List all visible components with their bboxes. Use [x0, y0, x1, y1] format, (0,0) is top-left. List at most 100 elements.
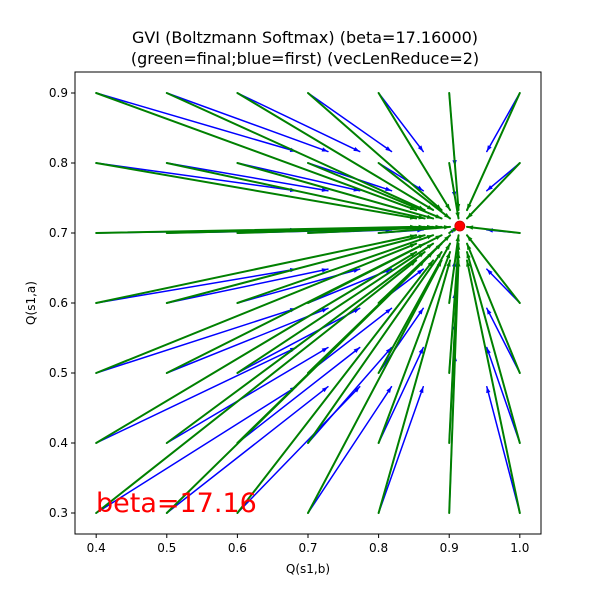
final-iteration-arrow — [377, 92, 452, 212]
vector-field — [95, 92, 521, 514]
final-iteration-arrow — [466, 242, 521, 374]
first-iteration-arrow-shaft — [307, 346, 393, 444]
first-iteration-arrow — [486, 92, 521, 153]
final-iteration-arrow-shaft — [466, 162, 521, 220]
first-iteration-arrow-shaft — [307, 385, 393, 514]
final-iteration-arrow-shaft — [236, 162, 435, 220]
first-iteration-arrow-head — [385, 186, 392, 191]
first-iteration-arrow-head — [353, 347, 360, 353]
y-axis-label: Q(s1,a) — [24, 281, 38, 325]
final-iteration-arrow-shaft — [466, 242, 521, 374]
final-iteration-arrow — [466, 251, 521, 444]
final-iteration-arrow-head — [445, 203, 451, 211]
final-iteration-arrow-shaft — [377, 242, 452, 374]
first-iteration-arrow-head — [486, 145, 492, 152]
final-iteration-arrow — [236, 234, 435, 304]
first-iteration-arrow-shaft — [95, 346, 297, 444]
fixed-point-marker — [454, 220, 466, 232]
first-iteration-arrow-shaft — [166, 92, 329, 153]
final-iteration-arrow — [307, 251, 443, 444]
final-iteration-arrow-shaft — [236, 259, 435, 514]
first-iteration-arrow-head — [486, 308, 492, 315]
final-iteration-arrow-head — [466, 252, 471, 259]
first-iteration-arrow — [166, 385, 329, 514]
final-iteration-arrow-head — [426, 205, 434, 211]
final-iteration-arrow — [165, 234, 426, 304]
first-iteration-arrow — [486, 385, 521, 514]
first-iteration-arrow — [95, 92, 297, 153]
y-tick-label: 0.5 — [49, 366, 68, 380]
final-iteration-arrow-shaft — [466, 234, 521, 304]
x-tick-label: 0.7 — [298, 541, 317, 555]
final-iteration-arrow-head — [443, 225, 451, 230]
final-iteration-arrow — [466, 234, 521, 304]
final-iteration-arrow — [377, 225, 452, 234]
final-iteration-arrow-head — [426, 235, 434, 240]
first-iteration-arrow — [307, 346, 393, 444]
first-iteration-arrow-head — [353, 268, 360, 273]
final-iteration-arrow-head — [435, 204, 442, 211]
final-iteration-arrow-shaft — [95, 234, 418, 304]
y-tick-label: 0.3 — [49, 506, 68, 520]
x-tick-label: 1.0 — [510, 541, 529, 555]
final-iteration-arrow-shaft — [448, 162, 460, 220]
final-iteration-arrow-shaft — [377, 259, 452, 514]
first-iteration-arrow-head — [321, 187, 328, 192]
first-iteration-arrow-head — [418, 308, 424, 315]
first-iteration-arrow-head — [353, 146, 360, 152]
first-iteration-arrow-shaft — [166, 346, 329, 444]
final-iteration-arrow-head — [467, 203, 472, 211]
first-iteration-arrow-shaft — [307, 92, 393, 153]
first-iteration-arrow — [236, 92, 361, 153]
final-iteration-arrow-shaft — [165, 234, 426, 304]
final-iteration-arrow-shaft — [236, 234, 435, 304]
first-iteration-arrow-shaft — [166, 268, 329, 304]
final-iteration-arrow-head — [409, 234, 417, 239]
final-iteration-arrow — [236, 259, 435, 514]
first-iteration-arrow-head — [385, 146, 392, 152]
first-iteration-arrow-head — [385, 308, 392, 314]
final-iteration-arrow-head — [409, 252, 417, 258]
final-iteration-arrow-shaft — [95, 251, 418, 444]
final-iteration-arrow — [448, 234, 460, 304]
x-tick-label: 0.4 — [87, 541, 106, 555]
first-iteration-arrow-head — [321, 268, 328, 273]
first-iteration-arrow — [377, 307, 425, 374]
first-iteration-arrow — [486, 346, 521, 444]
final-iteration-arrow-shaft — [448, 92, 460, 212]
final-iteration-arrow-head — [455, 212, 460, 219]
x-tick-label: 0.8 — [369, 541, 388, 555]
first-iteration-arrow — [166, 92, 329, 153]
final-iteration-arrow — [377, 162, 452, 220]
final-iteration-arrow-head — [445, 252, 451, 259]
final-iteration-arrow-head — [418, 234, 425, 239]
final-iteration-arrow-shaft — [165, 251, 426, 444]
y-tick-label: 0.4 — [49, 436, 68, 450]
final-iteration-arrow-shaft — [307, 225, 443, 234]
final-iteration-arrow-shaft — [307, 259, 443, 514]
final-iteration-arrow-shaft — [307, 92, 443, 212]
chart-title-line1: GVI (Boltzmann Softmax) (beta=17.16000) — [132, 28, 478, 47]
final-iteration-arrow-shaft — [307, 234, 443, 304]
final-iteration-arrow — [165, 92, 426, 212]
final-iteration-arrow-shaft — [377, 92, 452, 212]
final-iteration-arrow-shaft — [377, 225, 452, 234]
final-iteration-arrow — [236, 92, 435, 212]
final-iteration-arrow-shaft — [448, 242, 460, 374]
first-iteration-arrow-shaft — [236, 92, 361, 153]
first-iteration-arrow-shaft — [236, 307, 361, 374]
first-iteration-arrow-shaft — [486, 92, 521, 153]
final-iteration-arrow-head — [444, 235, 451, 241]
y-tick-label: 0.8 — [49, 156, 68, 170]
first-iteration-arrow — [377, 346, 425, 444]
first-iteration-arrow-head — [321, 147, 328, 152]
final-iteration-arrow-head — [418, 252, 425, 258]
final-iteration-arrow-shaft — [448, 251, 460, 444]
final-iteration-arrow-shaft — [307, 162, 443, 220]
final-iteration-arrow — [95, 251, 418, 444]
first-iteration-arrow-shaft — [236, 346, 361, 444]
first-iteration-arrow-shaft — [486, 385, 521, 514]
y-tick-label: 0.7 — [49, 226, 68, 240]
y-tick-label: 0.9 — [49, 86, 68, 100]
